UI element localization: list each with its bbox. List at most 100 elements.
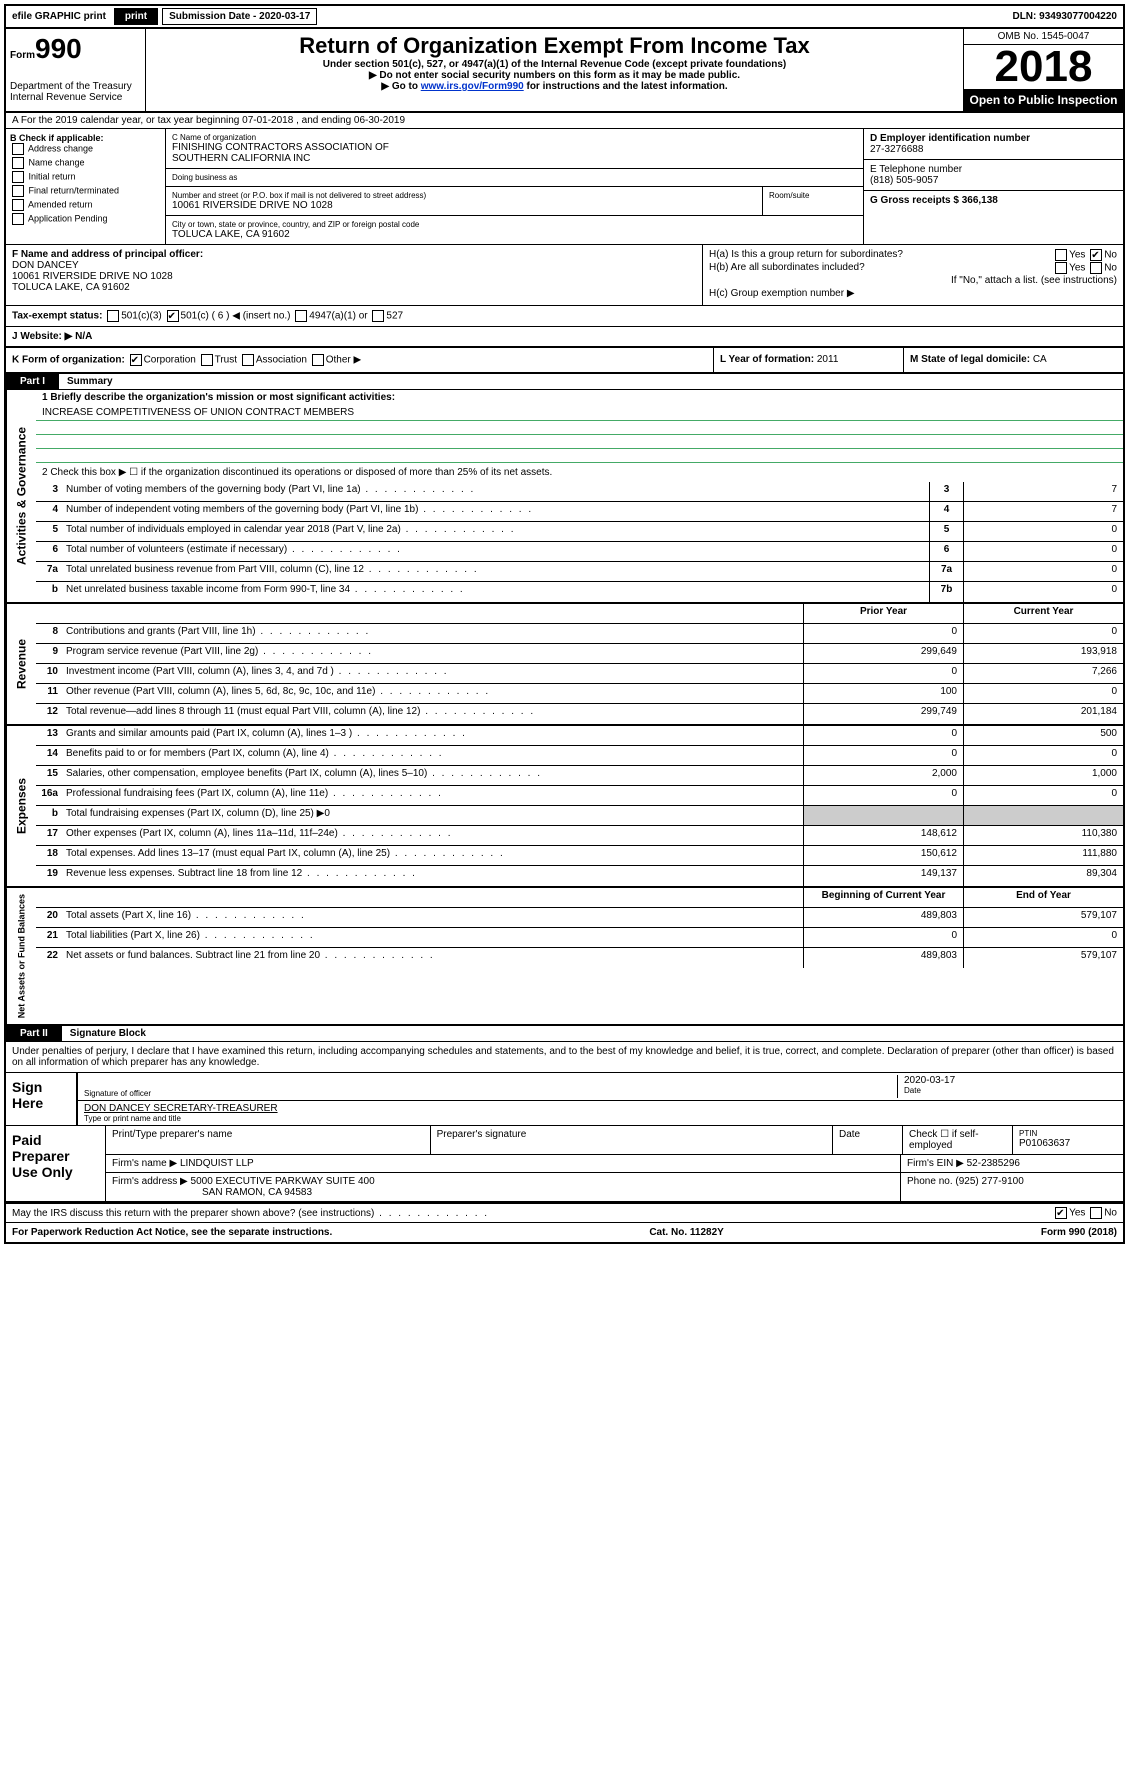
tax-year: 2018 <box>964 45 1123 89</box>
website-value: N/A <box>75 331 92 342</box>
prep-date-hdr: Date <box>833 1126 903 1154</box>
assoc-checkbox[interactable] <box>242 354 254 366</box>
open-inspection: Open to Public Inspection <box>964 89 1123 111</box>
declaration: Under penalties of perjury, I declare th… <box>6 1042 1123 1072</box>
hb-no-checkbox[interactable] <box>1090 262 1102 274</box>
prep-name-hdr: Print/Type preparer's name <box>106 1126 431 1154</box>
city-label: City or town, state or province, country… <box>172 220 857 229</box>
tax-status-row: Tax-exempt status: 501(c)(3) 501(c) ( 6 … <box>6 306 1123 327</box>
other-checkbox[interactable] <box>312 354 324 366</box>
data-line: 22Net assets or fund balances. Subtract … <box>36 948 1123 968</box>
ein-value: 27-3276688 <box>870 144 1117 155</box>
ein-label: D Employer identification number <box>870 133 1117 144</box>
data-line: 9Program service revenue (Part VIII, lin… <box>36 644 1123 664</box>
governance-block: Activities & Governance 1 Briefly descri… <box>6 390 1123 604</box>
sig-officer-label: Signature of officer <box>84 1089 897 1098</box>
part2-title: Signature Block <box>62 1026 154 1041</box>
discuss-yes-checkbox[interactable] <box>1055 1207 1067 1219</box>
column-c: C Name of organization FINISHING CONTRAC… <box>166 129 863 244</box>
dba-label: Doing business as <box>172 173 857 182</box>
data-line: 12Total revenue—add lines 8 through 11 (… <box>36 704 1123 724</box>
form-number: 990 <box>35 33 82 64</box>
dept-label: Department of the Treasury Internal Reve… <box>10 81 141 103</box>
part1-tab: Part I <box>6 374 59 389</box>
form-prefix: Form <box>10 50 35 61</box>
data-line: 8Contributions and grants (Part VIII, li… <box>36 624 1123 644</box>
subtitle-2: ▶ Do not enter social security numbers o… <box>150 70 959 81</box>
subtitle-1: Under section 501(c), 527, or 4947(a)(1)… <box>150 59 959 70</box>
revenue-block: Revenue Prior Year Current Year 8Contrib… <box>6 604 1123 726</box>
gov-line: 3Number of voting members of the governi… <box>36 482 1123 502</box>
officer-name: DON DANCEY <box>12 260 696 271</box>
data-line: 18Total expenses. Add lines 13–17 (must … <box>36 846 1123 866</box>
part1-title: Summary <box>59 374 121 389</box>
501c3-checkbox[interactable] <box>107 310 119 322</box>
expenses-block: Expenses 13Grants and similar amounts pa… <box>6 726 1123 888</box>
tel-value: (818) 505-9057 <box>870 175 1117 186</box>
data-line: bTotal fundraising expenses (Part IX, co… <box>36 806 1123 826</box>
discuss-no-checkbox[interactable] <box>1090 1207 1102 1219</box>
submission-date: Submission Date - 2020-03-17 <box>162 8 317 25</box>
discuss-row: May the IRS discuss this return with the… <box>6 1203 1123 1222</box>
self-emp-check: Check ☐ if self-employed <box>903 1126 1013 1154</box>
officer-label: F Name and address of principal officer: <box>12 249 696 260</box>
form-title: Return of Organization Exempt From Incom… <box>150 33 959 59</box>
dln: DLN: 93493077004220 <box>1006 9 1123 24</box>
data-line: 21Total liabilities (Part X, line 26)00 <box>36 928 1123 948</box>
subtitle-3-post: for instructions and the latest informat… <box>524 81 728 92</box>
data-line: 13Grants and similar amounts paid (Part … <box>36 726 1123 746</box>
firm-addr2: SAN RAMON, CA 94583 <box>112 1187 312 1198</box>
section-bcd: B Check if applicable: Address change Na… <box>6 129 1123 245</box>
data-line: 17Other expenses (Part IX, column (A), l… <box>36 826 1123 846</box>
hb-label: H(b) Are all subordinates included? <box>709 262 865 273</box>
ha-yes-checkbox[interactable] <box>1055 249 1067 261</box>
netassets-block: Net Assets or Fund Balances Beginning of… <box>6 888 1123 1026</box>
colb-option[interactable]: Address change <box>10 143 161 155</box>
colb-option[interactable]: Final return/terminated <box>10 185 161 197</box>
sig-date-label: Date <box>904 1086 1117 1095</box>
gov-line: 5Total number of individuals employed in… <box>36 522 1123 542</box>
colb-option[interactable]: Initial return <box>10 171 161 183</box>
hc-label: H(c) Group exemption number ▶ <box>709 288 1117 299</box>
ptin-value: P01063637 <box>1019 1138 1117 1149</box>
column-d: D Employer identification number 27-3276… <box>863 129 1123 244</box>
vtab-revenue: Revenue <box>6 604 36 724</box>
501c-checkbox[interactable] <box>167 310 179 322</box>
part2-header: Part II Signature Block <box>6 1026 1123 1042</box>
part2-tab: Part II <box>6 1026 62 1041</box>
4947-checkbox[interactable] <box>295 310 307 322</box>
data-line: 19Revenue less expenses. Subtract line 1… <box>36 866 1123 886</box>
prep-sig-hdr: Preparer's signature <box>431 1126 833 1154</box>
firm-name: LINDQUIST LLP <box>180 1158 254 1169</box>
officer-typed-name: DON DANCEY SECRETARY-TREASURER <box>84 1103 1117 1114</box>
firm-ein: 52-2385296 <box>967 1158 1020 1169</box>
top-bar: efile GRAPHIC print print Submission Dat… <box>6 6 1123 29</box>
website-row: J Website: ▶ N/A <box>6 327 1123 348</box>
ha-no-checkbox[interactable] <box>1090 249 1102 261</box>
firm-addr-label: Firm's address ▶ <box>112 1176 188 1187</box>
trust-checkbox[interactable] <box>201 354 213 366</box>
gov-line: 7aTotal unrelated business revenue from … <box>36 562 1123 582</box>
instructions-link[interactable]: www.irs.gov/Form990 <box>421 81 524 92</box>
data-line: 10Investment income (Part VIII, column (… <box>36 664 1123 684</box>
org-name: FINISHING CONTRACTORS ASSOCIATION OF SOU… <box>172 142 857 164</box>
vtab-netassets: Net Assets or Fund Balances <box>6 888 36 1024</box>
part1-header: Part I Summary <box>6 374 1123 390</box>
begin-year-hdr: Beginning of Current Year <box>803 888 963 907</box>
form-header: Form990 Department of the Treasury Inter… <box>6 29 1123 113</box>
print-button[interactable]: print <box>114 8 158 25</box>
domicile-state: CA <box>1033 354 1047 365</box>
colb-option[interactable]: Amended return <box>10 199 161 211</box>
colb-option[interactable]: Application Pending <box>10 213 161 225</box>
line1-label: 1 Briefly describe the organization's mi… <box>36 390 1123 405</box>
ptin-label: PTIN <box>1019 1129 1117 1138</box>
hb-yes-checkbox[interactable] <box>1055 262 1067 274</box>
527-checkbox[interactable] <box>372 310 384 322</box>
line2: 2 Check this box ▶ ☐ if the organization… <box>36 463 1123 482</box>
end-year-hdr: End of Year <box>963 888 1123 907</box>
corp-checkbox[interactable] <box>130 354 142 366</box>
colb-option[interactable]: Name change <box>10 157 161 169</box>
firm-name-label: Firm's name ▶ <box>112 1158 177 1169</box>
mission-text: INCREASE COMPETITIVENESS OF UNION CONTRA… <box>36 405 1123 421</box>
data-line: 20Total assets (Part X, line 16)489,8035… <box>36 908 1123 928</box>
